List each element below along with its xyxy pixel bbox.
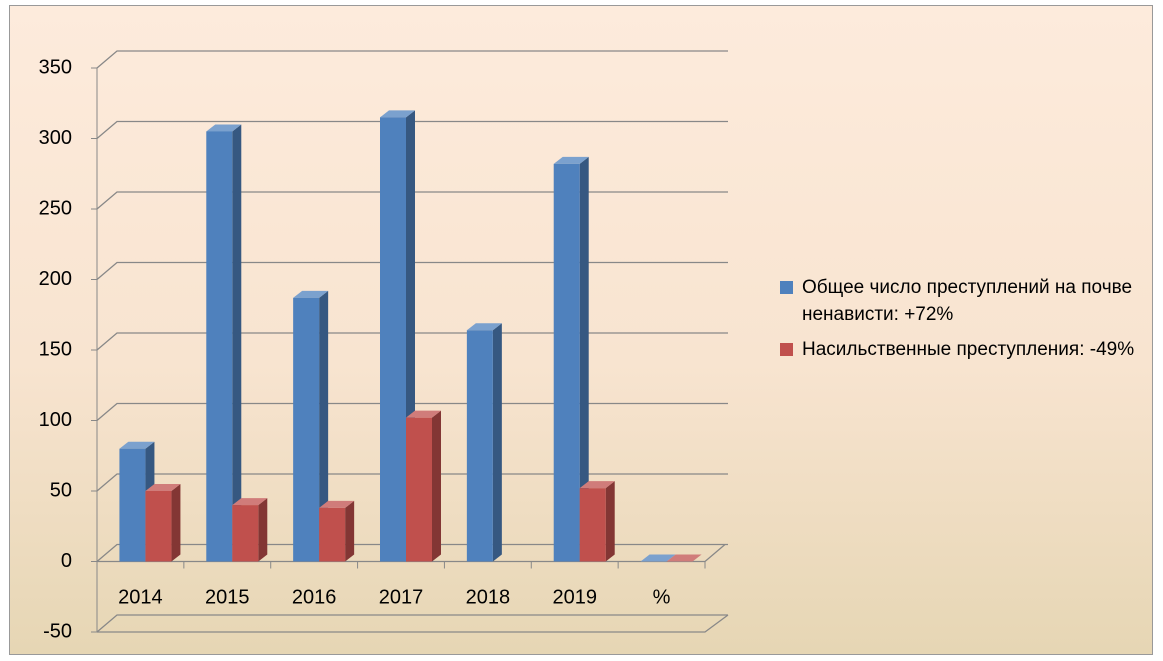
bar-side [492,323,502,562]
y-tick-label: 200 [39,268,72,290]
bar-top [380,110,415,118]
bar [406,417,432,562]
grid-line [96,50,728,69]
y-tick-label: 150 [39,338,72,360]
grid-line [96,191,728,210]
bar [579,488,606,562]
bar-side [432,410,441,562]
y-tick-label: 300 [39,127,72,149]
bar-top [553,156,589,164]
bar-top [406,410,441,418]
bar [293,297,320,562]
bar-top [666,554,702,562]
bar [553,163,580,562]
bar-top [232,498,268,506]
x-tick-label: 2018 [466,586,511,608]
x-tick-label: % [653,586,671,608]
bar [319,507,346,562]
grid-line [96,543,728,562]
bar-top [145,484,181,491]
grid-line [96,261,728,280]
bar-side [605,481,615,562]
bar [380,117,406,562]
bar-side [258,498,268,562]
x-tick-label: 2016 [292,586,337,608]
bar-side [579,156,589,562]
grid-line [96,332,728,351]
bar-top [206,124,242,132]
grid-line [96,614,728,633]
bar-side [232,124,242,562]
bar [466,330,493,562]
x-tick-label: 2019 [552,586,597,608]
legend: Общее число преступлений на почве ненави… [780,274,1140,371]
bar [145,491,172,562]
grid-line [96,473,728,492]
x-tick-label: 2017 [379,586,424,608]
legend-item: Общее число преступлений на почве ненави… [780,274,1140,328]
bar [232,505,259,562]
floor-edge [97,614,729,633]
legend-label: Насильственные преступления: -49% [802,339,1135,360]
bar [119,448,146,562]
legend-item: Насильственные преступления: -49% [780,336,1140,363]
bar [206,131,233,562]
bar-side [171,484,181,562]
x-tick-label: 2015 [205,586,250,608]
bar-top [319,500,355,508]
bar-side [345,500,355,562]
y-tick-label: 350 [39,56,72,78]
grid-line [96,120,728,139]
y-tick-label: 100 [39,409,72,431]
legend-swatch [780,343,793,356]
grid-line [96,402,728,421]
bar-top [293,290,329,298]
bar-top [640,554,676,562]
legend-label: Общее число преступлений на почве ненави… [802,277,1133,325]
y-tick-label: 50 [50,479,72,501]
y-tick-label: 0 [61,550,72,572]
legend-swatch [780,281,793,294]
bar-top [579,481,615,489]
y-tick-label: -50 [43,620,72,642]
y-tick-label: 250 [39,197,72,219]
bar-top [119,441,155,449]
bar-top [466,323,502,331]
bar-side [319,290,329,562]
x-tick-label: 2014 [118,586,163,608]
